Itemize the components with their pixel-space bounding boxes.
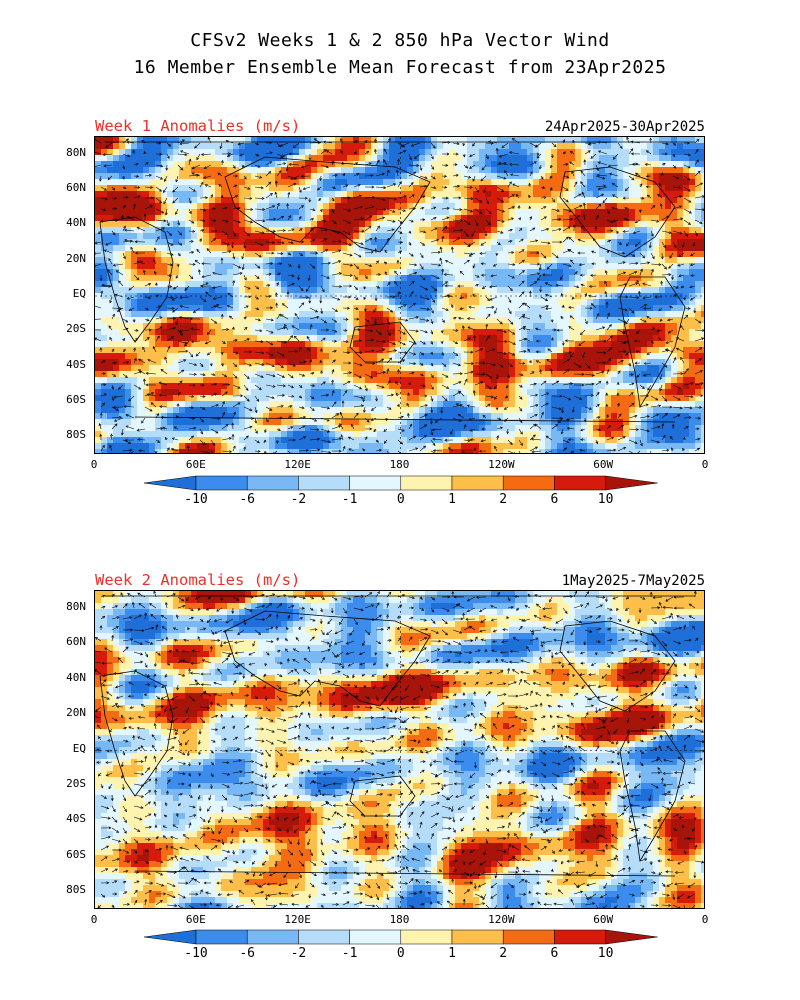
latitude-label: 80S [66,883,86,897]
latitude-label: 80N [66,145,86,159]
longitude-label: 180 [389,458,410,471]
colorbar-label: -10 [184,946,208,961]
latitude-label: 40N [66,216,86,230]
colorbar-segment [195,475,248,491]
colorbar-label: -1 [341,946,358,961]
colorbar-label: 2 [499,946,508,961]
colorbar-label: 0 [396,946,405,961]
latitude-label: 40N [66,670,86,684]
longitude-label: 0 [90,913,98,926]
longitude-label: 60W [593,458,614,471]
colorbar-label: -2 [290,946,307,961]
week2-date-range: 1May2025-7May2025 [561,573,705,589]
latitude-label: 20S [66,322,86,336]
figure-title-line-2: 16 Member Ensemble Mean Forecast from 23… [133,57,667,78]
latitude-label: 80S [66,428,86,442]
colorbar-label: -6 [239,946,256,961]
week1-panel-title: Week 1 Anomalies (m/s) [95,117,301,135]
longitude-label: 60E [185,913,206,926]
latitude-label: 60N [66,181,86,194]
colorbar-label: -2 [290,492,307,507]
week1-date-range: 24Apr2025-30Apr2025 [544,119,705,135]
longitude-label: 120W [488,458,515,471]
colorbar-segment [554,475,606,491]
week2-anomaly-field [95,591,704,908]
colorbar-label: -1 [341,492,358,507]
colorbar-left-arrow [143,929,197,945]
colorbar-label: 0 [396,492,405,507]
week2-map [94,590,705,909]
longitude-label: 60E [185,458,206,471]
colorbar-segment [502,475,555,491]
longitude-label: 0 [701,458,709,471]
longitude-label: 120W [488,913,515,926]
colorbar-right-arrow [605,475,658,491]
colorbar-left-arrow [143,475,197,491]
longitude-label: 0 [90,458,98,471]
colorbar-label: 10 [597,492,614,507]
longitude-label: 120E [284,913,311,926]
latitude-label: 80N [66,599,86,613]
figure-title-line-1: CFSv2 Weeks 1 & 2 850 hPa Vector Wind [190,30,610,51]
colorbar-segment [349,475,402,491]
colorbar-segment [400,475,453,491]
week1-map [94,136,705,454]
latitude-label: 40S [66,357,86,371]
colorbar-segment [195,929,248,945]
colorbar-label: -6 [239,492,256,507]
latitude-label: 20N [66,706,86,720]
latitude-label: 60N [66,635,86,649]
longitude-label: 0 [701,913,709,926]
latitude-label: 20S [66,776,86,790]
colorbar-segment [451,929,504,945]
latitude-label: 20N [66,251,86,265]
colorbar-segment [554,929,606,945]
colorbar-label: 1 [448,492,456,507]
colorbar-label: 10 [597,946,614,961]
colorbar-right-arrow [605,929,658,945]
colorbar-segment [298,475,350,491]
week2-panel-title: Week 2 Anomalies (m/s) [95,571,301,589]
week1-anomaly-field [95,137,704,453]
latitude-label: 40S [66,812,86,826]
colorbar-label: -10 [184,492,208,507]
colorbar-segment [349,929,402,945]
longitude-label: 60W [593,913,614,926]
longitude-label: 180 [389,913,410,926]
colorbar-label: 6 [550,492,559,507]
colorbar-label: 1 [448,946,456,961]
colorbar-segment [298,929,350,945]
latitude-label: 60S [66,847,86,861]
colorbar-segment [400,929,453,945]
colorbar-label: 2 [499,492,508,507]
latitude-label: EQ [72,287,86,300]
colorbar-segment [246,929,299,945]
colorbar-segment [451,475,504,491]
colorbar-label: 6 [550,946,559,961]
longitude-label: 120E [284,458,311,471]
colorbar-segment [502,929,555,945]
colorbar-segment [246,475,299,491]
latitude-label: EQ [72,741,86,755]
latitude-label: 60S [66,393,86,406]
